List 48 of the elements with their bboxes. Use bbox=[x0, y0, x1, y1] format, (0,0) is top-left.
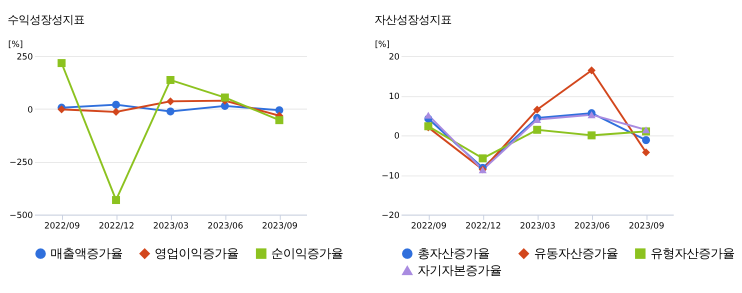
legend-label: 총자산증가율 bbox=[417, 245, 490, 260]
point bbox=[533, 116, 542, 123]
point bbox=[588, 66, 596, 74]
y-tick-label: 0 bbox=[394, 132, 400, 142]
x-tick-label: 2023/09 bbox=[628, 221, 664, 232]
point bbox=[112, 100, 120, 109]
legend-label: 순이익증가율 bbox=[271, 245, 344, 260]
point bbox=[533, 126, 542, 134]
x-tick-label: 2023/06 bbox=[208, 221, 244, 232]
legend-label: 유동자산증가율 bbox=[534, 245, 618, 260]
y-tick-label: 20 bbox=[388, 52, 400, 62]
legend-label: 자기자본증가율 bbox=[417, 262, 502, 278]
point bbox=[642, 136, 650, 144]
y-tick-label: 10 bbox=[388, 92, 400, 102]
chart-title: 자산성장성지표 bbox=[374, 12, 452, 27]
point bbox=[533, 106, 542, 114]
point bbox=[58, 59, 66, 68]
y-axis-title: [%] bbox=[374, 40, 390, 50]
point bbox=[166, 76, 174, 84]
point bbox=[112, 196, 120, 204]
y-tick-label: 0 bbox=[27, 105, 33, 116]
y-tick-label: 250 bbox=[16, 52, 33, 62]
x-tick-label: 2022/09 bbox=[44, 221, 80, 232]
y-tick-label: −500 bbox=[9, 210, 33, 221]
x-tick-label: 2022/12 bbox=[98, 221, 134, 232]
x-tick-label: 2023/03 bbox=[520, 221, 556, 232]
point bbox=[478, 154, 487, 162]
point bbox=[166, 107, 174, 116]
x-tick-label: 2023/03 bbox=[153, 221, 189, 232]
x-tick-label: 2023/09 bbox=[262, 221, 298, 232]
x-tick-label: 2022/12 bbox=[465, 221, 502, 232]
point bbox=[642, 148, 650, 156]
x-tick-label: 2022/09 bbox=[410, 221, 447, 232]
legend-label: 유형자산증가율 bbox=[650, 245, 734, 260]
y-tick-label: −20 bbox=[382, 210, 400, 221]
y-tick-label: −250 bbox=[9, 158, 33, 168]
y-axis-title: [%] bbox=[8, 40, 23, 50]
point bbox=[112, 108, 120, 116]
chart-title: 수익성장성지표 bbox=[8, 12, 85, 27]
point bbox=[424, 112, 432, 119]
point bbox=[166, 97, 174, 106]
point bbox=[588, 131, 596, 140]
point bbox=[220, 94, 229, 102]
legend-label: 매출액증가율 bbox=[50, 245, 123, 260]
x-tick-label: 2023/06 bbox=[574, 221, 610, 232]
legend-label: 영업이익증가율 bbox=[154, 245, 239, 260]
y-tick-label: −10 bbox=[382, 171, 400, 182]
point bbox=[275, 116, 284, 124]
